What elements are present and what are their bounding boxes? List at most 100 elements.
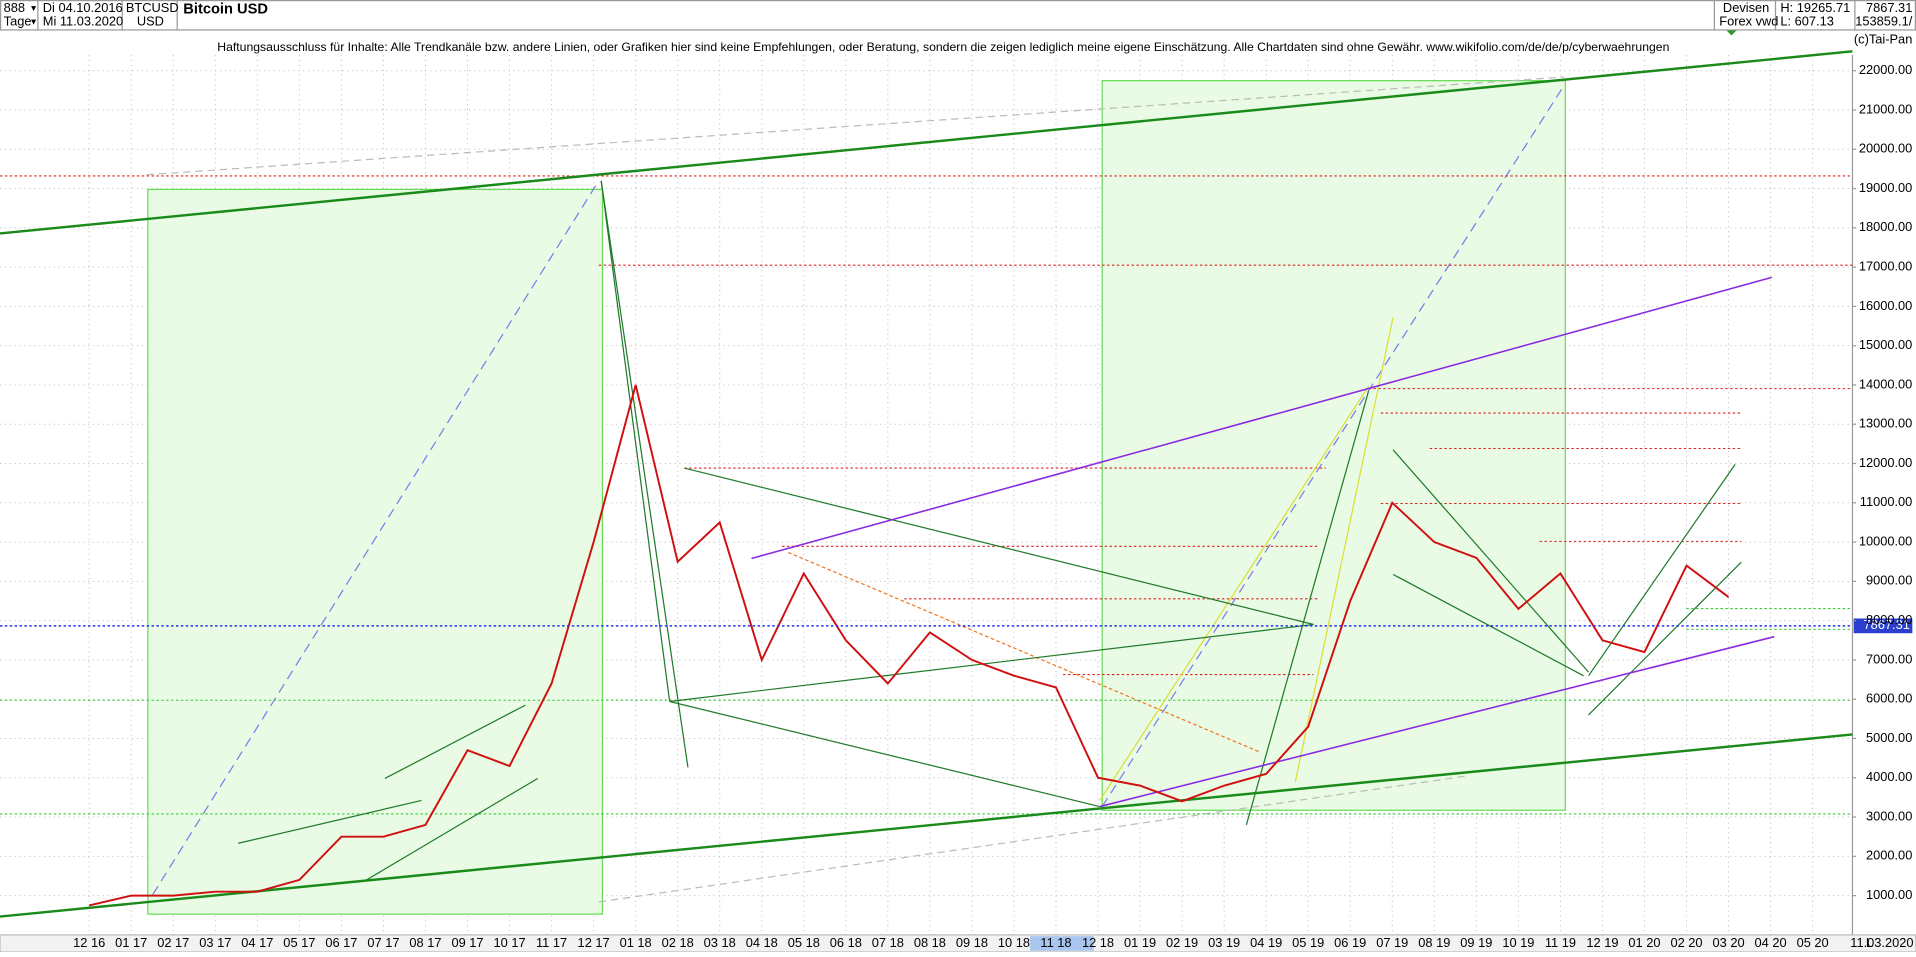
copyright: (c)Tai-Pan xyxy=(1854,32,1912,47)
chart-title: Bitcoin USD xyxy=(183,2,268,18)
x-tick-label: 05 19 xyxy=(1292,935,1324,950)
y-tick-label: 22000.00 xyxy=(1859,62,1913,77)
trendline xyxy=(1099,385,1370,801)
trendline xyxy=(1245,390,1370,826)
x-tick-label: 11 17 xyxy=(536,935,567,950)
x-tick-label: 07 17 xyxy=(367,935,399,950)
selection-highlight xyxy=(1030,936,1094,951)
y-tick-label: 1000.00 xyxy=(1866,887,1912,902)
x-tick-label: 10 19 xyxy=(1502,935,1534,950)
x-tick-label: 05 18 xyxy=(788,935,820,950)
x-tick-label: 04 17 xyxy=(241,935,273,950)
y-tick-label: 6000.00 xyxy=(1866,691,1912,706)
x-tick-label: 09 17 xyxy=(451,935,483,950)
y-tick-label: 13000.00 xyxy=(1859,416,1913,431)
high: H: 19265.71 xyxy=(1780,0,1850,15)
x-tick-label: 01 17 xyxy=(115,935,147,950)
y-tick-label: 9000.00 xyxy=(1866,573,1912,588)
dropdown-arrow[interactable]: ▼ xyxy=(29,3,37,13)
footer-date: 11.03.2020 xyxy=(1850,935,1913,950)
dropdown-arrow[interactable]: ▼ xyxy=(29,16,37,26)
low: L: 607.13 xyxy=(1780,13,1833,28)
x-tick-label: 12 19 xyxy=(1586,935,1618,950)
footer-mode: L xyxy=(1866,935,1873,950)
trendline xyxy=(1099,635,1775,808)
volume: 153859.1/ xyxy=(1855,13,1913,28)
x-tick-label: 04 19 xyxy=(1250,935,1282,950)
source: Forex vwd xyxy=(1719,13,1778,28)
price-line xyxy=(88,384,1730,907)
y-tick-label: 7000.00 xyxy=(1866,651,1912,666)
y-tick-label: 10000.00 xyxy=(1859,533,1913,548)
period[interactable]: Tage xyxy=(4,13,32,28)
x-tick-label: 08 18 xyxy=(914,935,946,950)
y-tick-label: 21000.00 xyxy=(1859,101,1913,116)
x-tick-label: 12 17 xyxy=(578,935,610,950)
x-tick-label: 07 19 xyxy=(1376,935,1408,950)
x-tick-label: 01 20 xyxy=(1628,935,1660,950)
y-tick-label: 20000.00 xyxy=(1859,141,1913,156)
y-tick-label: 2000.00 xyxy=(1866,848,1912,863)
last-price: 7867.31 xyxy=(1866,0,1912,15)
trendline xyxy=(751,276,1773,560)
start-date: Di 04.10.2016 xyxy=(43,0,123,15)
trendline xyxy=(1588,561,1742,716)
trendline xyxy=(384,704,526,780)
trendline xyxy=(366,777,538,881)
y-tick-label: 16000.00 xyxy=(1859,298,1913,313)
trendline xyxy=(669,700,1100,808)
trendline xyxy=(600,180,689,768)
x-tick-label: 05 20 xyxy=(1797,935,1829,950)
trendline xyxy=(1392,573,1584,677)
trendline xyxy=(0,733,1853,918)
x-tick-label: 03 20 xyxy=(1713,935,1745,950)
x-tick-label: 03 19 xyxy=(1208,935,1240,950)
currency: USD xyxy=(137,13,164,28)
x-tick-label: 06 17 xyxy=(325,935,357,950)
x-tick-label: 10 18 xyxy=(998,935,1030,950)
y-tick-label: 17000.00 xyxy=(1859,259,1913,274)
x-tick-label: 08 17 xyxy=(409,935,441,950)
y-tick-label: 15000.00 xyxy=(1859,337,1913,352)
x-tick-label: 11 18 xyxy=(1040,935,1071,950)
drawings xyxy=(0,50,1853,918)
trendline xyxy=(1588,464,1736,677)
y-tick-label: 12000.00 xyxy=(1859,455,1913,470)
marker xyxy=(1726,30,1737,36)
x-tick-label: 05 17 xyxy=(283,935,315,950)
trendline xyxy=(669,623,1314,703)
trendline xyxy=(684,467,1314,626)
x-tick-label: 04 18 xyxy=(746,935,778,950)
y-tick-label: 3000.00 xyxy=(1866,808,1912,823)
x-tick-label: 12 16 xyxy=(73,935,105,950)
y-tick-label: 19000.00 xyxy=(1859,180,1913,195)
zone-box xyxy=(147,188,604,915)
x-tick-label: 03 18 xyxy=(704,935,736,950)
x-tick-label: 01 19 xyxy=(1124,935,1156,950)
symbol-code[interactable]: 888 xyxy=(4,0,25,15)
x-tick-label: 03 17 xyxy=(199,935,231,950)
x-tick-label: 02 20 xyxy=(1670,935,1702,950)
x-tick-label: 07 18 xyxy=(872,935,904,950)
x-tick-label: 02 19 xyxy=(1166,935,1198,950)
trendline xyxy=(600,180,671,702)
x-tick-label: 04 20 xyxy=(1755,935,1787,950)
x-tick-label: 06 18 xyxy=(830,935,862,950)
end-date: Mi 11.03.2020 xyxy=(43,13,123,28)
x-tick-label: 10 17 xyxy=(493,935,525,950)
y-tick-label: 8000.00 xyxy=(1866,612,1912,627)
x-tick-label: 02 17 xyxy=(157,935,189,950)
trendline xyxy=(1392,449,1589,673)
x-tick-label: 11 19 xyxy=(1545,935,1576,950)
y-tick-label: 18000.00 xyxy=(1859,219,1913,234)
header-bar xyxy=(0,0,1916,31)
x-tick-label: 12 18 xyxy=(1082,935,1114,950)
x-tick-label: 08 19 xyxy=(1418,935,1450,950)
y-tick-label: 11000.00 xyxy=(1860,494,1913,509)
disclaimer: Haftungsausschluss für Inhalte: Alle Tre… xyxy=(217,40,1669,54)
last-price-tag xyxy=(1853,618,1913,634)
trendline xyxy=(238,799,422,844)
trendline xyxy=(0,50,1853,235)
